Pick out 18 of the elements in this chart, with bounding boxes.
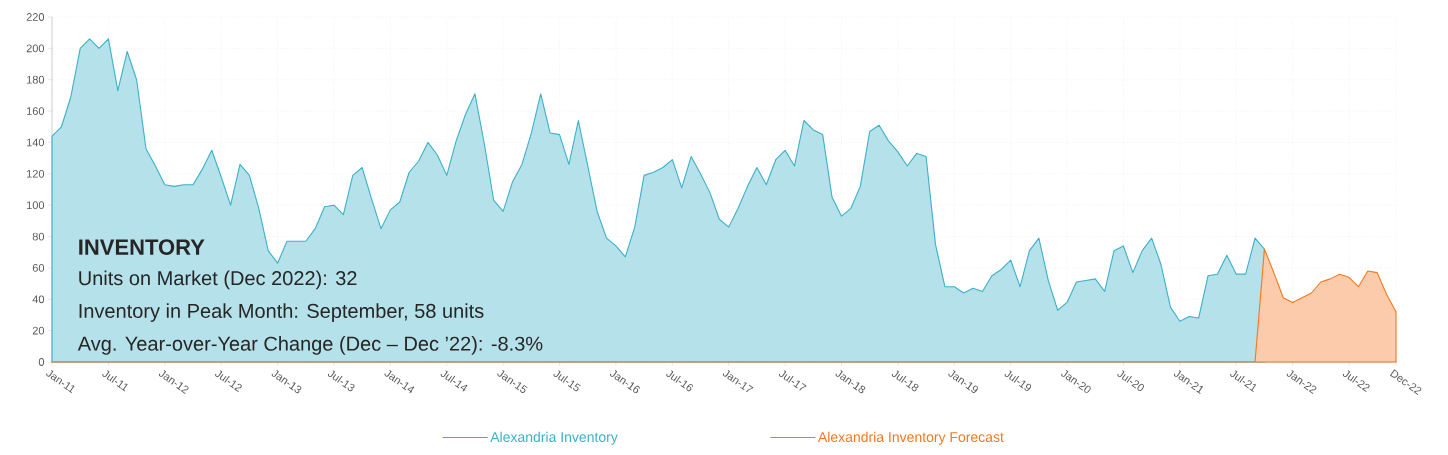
y-tick-label: 40 [32,295,45,304]
y-tick-label: 120 [26,169,45,178]
y-tick-label: 80 [32,232,45,241]
text: INVENTORY [79,239,205,255]
y-tick-label: 60 [32,264,45,272]
annotation: Units on Market (Dec 2022): 32 [79,270,357,290]
y-tick-label: 140 [26,138,45,147]
legend-label: Alexandria Inventory [490,431,618,445]
y-tick-label: 20 [32,326,45,335]
legend-label: Alexandria Inventory Forecast [817,431,1004,445]
y-tick-label: 220 [26,13,45,21]
y-tick-label: 180 [26,75,45,84]
y-tick-label: 160 [26,107,45,115]
y-tick-label: 200 [26,44,45,53]
annotation: Inventory in Peak Month: September, 58 units [79,303,484,322]
y-tick-label: 0 [38,358,45,366]
y-tick-label: 100 [26,201,45,210]
annotation: Avg. Year-over-Year Change (Dec – Dec ’22): -8.3% [77,336,543,355]
